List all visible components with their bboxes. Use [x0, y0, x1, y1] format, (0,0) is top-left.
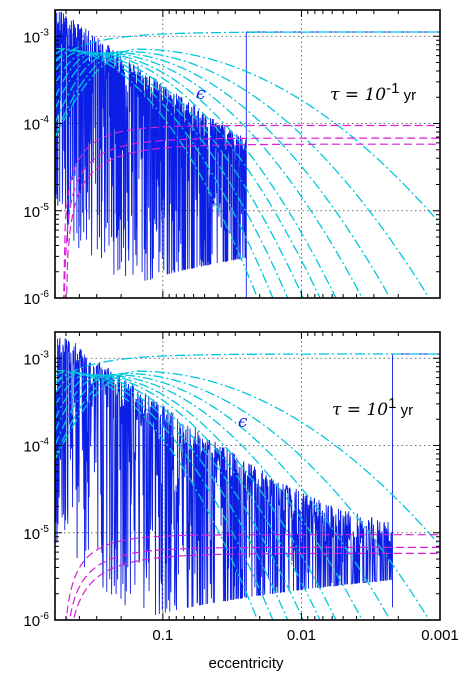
series-cyan-2	[55, 371, 274, 620]
epsilon-label: ϵ	[238, 412, 248, 432]
tau-annotation: τ = 101 yr	[332, 395, 413, 420]
series-cyan-2	[55, 49, 274, 298]
x-axis-label: eccentricity	[208, 655, 284, 672]
series-epsilon	[55, 10, 440, 298]
series-magenta-2	[69, 546, 440, 620]
y-tick-label: 10-5	[23, 524, 49, 543]
plot-frame	[54, 331, 441, 621]
y-tick-label: 10-3	[23, 27, 49, 46]
series-cyan-plateau	[55, 353, 440, 385]
series-magenta-2	[63, 137, 440, 298]
plot-area	[55, 10, 440, 298]
series-cyan-1	[55, 370, 259, 620]
x-tick-label: 0.01	[287, 627, 316, 644]
y-tick-label: 10-5	[23, 202, 49, 221]
series-magenta-1	[63, 124, 440, 298]
series-magenta-3	[72, 552, 440, 620]
axis-ticks: 10-6 10-5 10-4 10-3	[23, 10, 441, 308]
series-cyan-5	[55, 51, 321, 298]
y-tick-label: 10-3	[23, 349, 49, 368]
series-cyan-3	[55, 372, 289, 620]
series-cyan-8	[55, 373, 391, 620]
series-cyan-3	[55, 50, 289, 298]
series-cyan-1	[55, 48, 259, 298]
series-epsilon	[55, 337, 440, 615]
y-tick-label: 10-4	[23, 115, 49, 134]
y-tick-label: 10-6	[23, 289, 49, 308]
plot-area	[55, 337, 440, 620]
series-cyan-7	[55, 374, 363, 620]
series-cyan-4	[55, 373, 305, 620]
series-cyan-4	[55, 51, 305, 298]
x-tick-label: 0.1	[152, 627, 173, 644]
x-tick-label: 0.001	[421, 627, 459, 644]
series-cyan-10	[55, 48, 440, 224]
epsilon-label: ϵ	[196, 84, 206, 104]
series-magenta-3	[65, 143, 440, 298]
axis-ticks: 10-6 10-5 10-4 10-3 0.1 0.01 0.001	[23, 332, 459, 644]
series-cyan-7	[55, 52, 363, 298]
series-cyan-plateau	[55, 31, 440, 63]
series-cyan-6	[55, 374, 337, 620]
series-magenta-1	[65, 534, 440, 620]
plot-frame	[54, 9, 441, 299]
y-tick-label: 10-6	[23, 611, 49, 630]
series-cyan-5	[55, 373, 321, 620]
series-cyan-8	[55, 51, 391, 298]
series-cyan-6	[55, 52, 337, 298]
panel-top: 10-6 10-5 10-4 10-3 τ = 10-1 yr ϵ	[23, 9, 441, 308]
tau-annotation: τ = 10-1 yr	[330, 80, 416, 105]
series-cyan-9	[55, 372, 430, 620]
series-cyan-9	[55, 50, 430, 298]
y-tick-label: 10-4	[23, 437, 49, 456]
series-cyan-10	[55, 370, 440, 546]
panel-bottom: 10-6 10-5 10-4 10-3 0.1 0.01 0.001 τ = 101 yr ϵ	[23, 331, 459, 644]
